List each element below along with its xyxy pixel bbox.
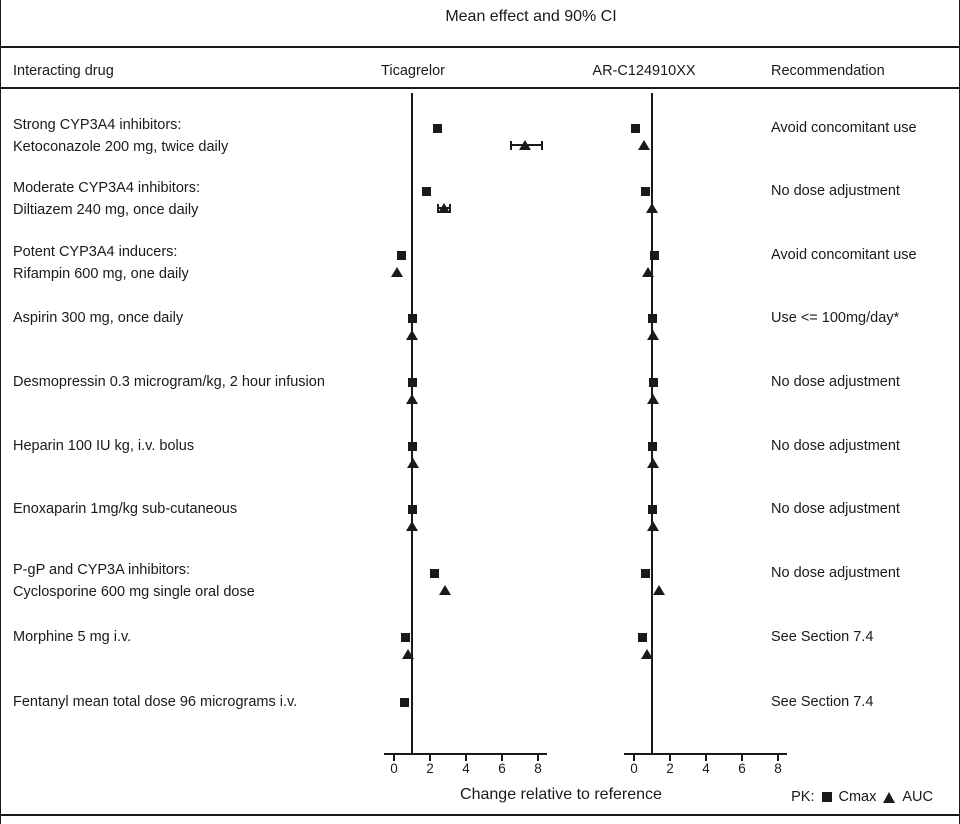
auc-marker bbox=[401, 649, 414, 659]
row-recommendation: Avoid concomitant use bbox=[771, 120, 917, 136]
auc-marker bbox=[439, 585, 452, 595]
cmax-marker bbox=[400, 697, 410, 707]
column-header-recommendation: Recommendation bbox=[771, 63, 885, 79]
ci-cap-left bbox=[510, 141, 512, 150]
cmax-marker bbox=[648, 504, 658, 514]
row-label: Moderate CYP3A4 inhibitors: Diltiazem 240… bbox=[13, 180, 200, 218]
cmax-marker bbox=[408, 441, 418, 451]
auc-marker bbox=[646, 521, 659, 531]
row-label: Morphine 5 mg i.v. bbox=[13, 629, 132, 645]
axis-tick-label: 0 bbox=[390, 761, 398, 776]
chart-title: Mean effect and 90% CI bbox=[445, 8, 617, 25]
column-header-ticagrelor: Ticagrelor bbox=[381, 63, 445, 79]
row-recommendation: No dose adjustment bbox=[771, 438, 900, 454]
row-recommendation: See Section 7.4 bbox=[771, 694, 874, 710]
cmax-marker bbox=[637, 632, 647, 642]
cmax-marker bbox=[641, 568, 651, 578]
ci-cap-right bbox=[448, 204, 451, 213]
axis-tick bbox=[537, 754, 539, 761]
auc-marker bbox=[637, 140, 650, 150]
axis-tick bbox=[633, 754, 635, 761]
auc-triangle-icon bbox=[883, 791, 896, 803]
cmax-marker bbox=[430, 568, 439, 578]
auc-marker bbox=[640, 649, 653, 659]
auc-marker bbox=[406, 394, 418, 404]
divider-under-headers bbox=[1, 87, 959, 89]
cmax-marker bbox=[396, 250, 406, 260]
axis-tick-label: 6 bbox=[498, 761, 506, 776]
column-header-arc124910xx: AR-C124910XX bbox=[592, 63, 696, 79]
row-recommendation: Avoid concomitant use bbox=[771, 247, 917, 263]
auc-marker bbox=[406, 458, 419, 468]
cmax-marker bbox=[648, 313, 658, 323]
axis-tick bbox=[501, 754, 503, 761]
row-recommendation: No dose adjustment bbox=[771, 183, 900, 199]
row-label: P-gP and CYP3A inhibitors: Cyclosporine 6… bbox=[13, 562, 255, 600]
axis-tick bbox=[777, 754, 779, 761]
cmax-marker bbox=[432, 123, 442, 133]
row-label: Heparin 100 IU kg, i.v. bolus bbox=[13, 438, 195, 454]
cmax-marker bbox=[650, 250, 660, 260]
legend-pk-label: PK: bbox=[791, 789, 815, 805]
row-label: Strong CYP3A4 inhibitors: Ketoconazole 20… bbox=[13, 117, 229, 155]
auc-marker bbox=[519, 140, 532, 150]
axis-tick bbox=[429, 754, 431, 761]
axis-tick-label: 8 bbox=[534, 761, 542, 776]
legend-cmax-label: Cmax bbox=[838, 789, 877, 805]
axis-tick-label: 8 bbox=[774, 761, 782, 776]
axis-tick-label: 4 bbox=[702, 761, 710, 776]
row-label: Aspirin 300 mg, once daily bbox=[13, 310, 184, 326]
axis-tick-label: 0 bbox=[630, 761, 638, 776]
auc-marker bbox=[646, 330, 659, 340]
row-label: Potent CYP3A4 inducers: Rifampin 600 mg, … bbox=[13, 244, 189, 282]
axis-tick-label: 4 bbox=[462, 761, 470, 776]
auc-marker bbox=[406, 330, 418, 340]
auc-marker bbox=[646, 458, 659, 468]
legend: PK: Cmax AUC bbox=[791, 789, 933, 805]
legend-auc-label: AUC bbox=[902, 789, 933, 805]
axis-tick-label: 2 bbox=[666, 761, 674, 776]
auc-marker bbox=[646, 203, 658, 213]
auc-marker bbox=[646, 394, 659, 404]
cmax-square-icon bbox=[821, 792, 832, 802]
axis-tick bbox=[393, 754, 395, 761]
auc-marker bbox=[642, 267, 655, 277]
axis-tick-label: 2 bbox=[426, 761, 434, 776]
auc-marker bbox=[406, 521, 418, 531]
cmax-marker bbox=[407, 504, 417, 514]
axis-tick bbox=[705, 754, 707, 761]
row-recommendation: No dose adjustment bbox=[771, 501, 900, 517]
cmax-marker bbox=[401, 632, 411, 642]
cmax-marker bbox=[641, 186, 651, 196]
bottom-rule bbox=[1, 814, 959, 816]
row-label: Desmopressin 0.3 microgram/kg, 2 hour in… bbox=[13, 374, 325, 390]
x-axis-label: Change relative to reference bbox=[460, 786, 662, 803]
auc-marker bbox=[390, 267, 403, 277]
row-recommendation: No dose adjustment bbox=[771, 374, 900, 390]
ci-cap-right bbox=[540, 141, 543, 150]
reference-line-arc124910xx bbox=[651, 93, 653, 755]
row-recommendation: Use <= 100mg/day* bbox=[771, 310, 900, 326]
row-recommendation: No dose adjustment bbox=[771, 565, 900, 581]
auc-marker bbox=[437, 203, 450, 213]
auc-marker bbox=[653, 585, 666, 595]
axis-tick bbox=[741, 754, 743, 761]
axis-tick bbox=[669, 754, 671, 761]
reference-line-ticagrelor bbox=[411, 93, 413, 755]
row-label: Fentanyl mean total dose 96 micrograms i… bbox=[13, 694, 298, 710]
cmax-marker bbox=[407, 313, 417, 323]
column-header-interacting-drug: Interacting drug bbox=[13, 63, 114, 79]
axis-tick bbox=[465, 754, 467, 761]
cmax-marker bbox=[631, 123, 641, 133]
cmax-marker bbox=[649, 377, 659, 387]
cmax-marker bbox=[408, 377, 418, 387]
row-label: Enoxaparin 1mg/kg sub-cutaneous bbox=[13, 501, 238, 517]
axis-tick-label: 6 bbox=[738, 761, 746, 776]
divider-under-title bbox=[1, 46, 959, 48]
row-recommendation: See Section 7.4 bbox=[771, 629, 874, 645]
cmax-marker bbox=[648, 441, 658, 451]
cmax-marker bbox=[421, 186, 431, 196]
